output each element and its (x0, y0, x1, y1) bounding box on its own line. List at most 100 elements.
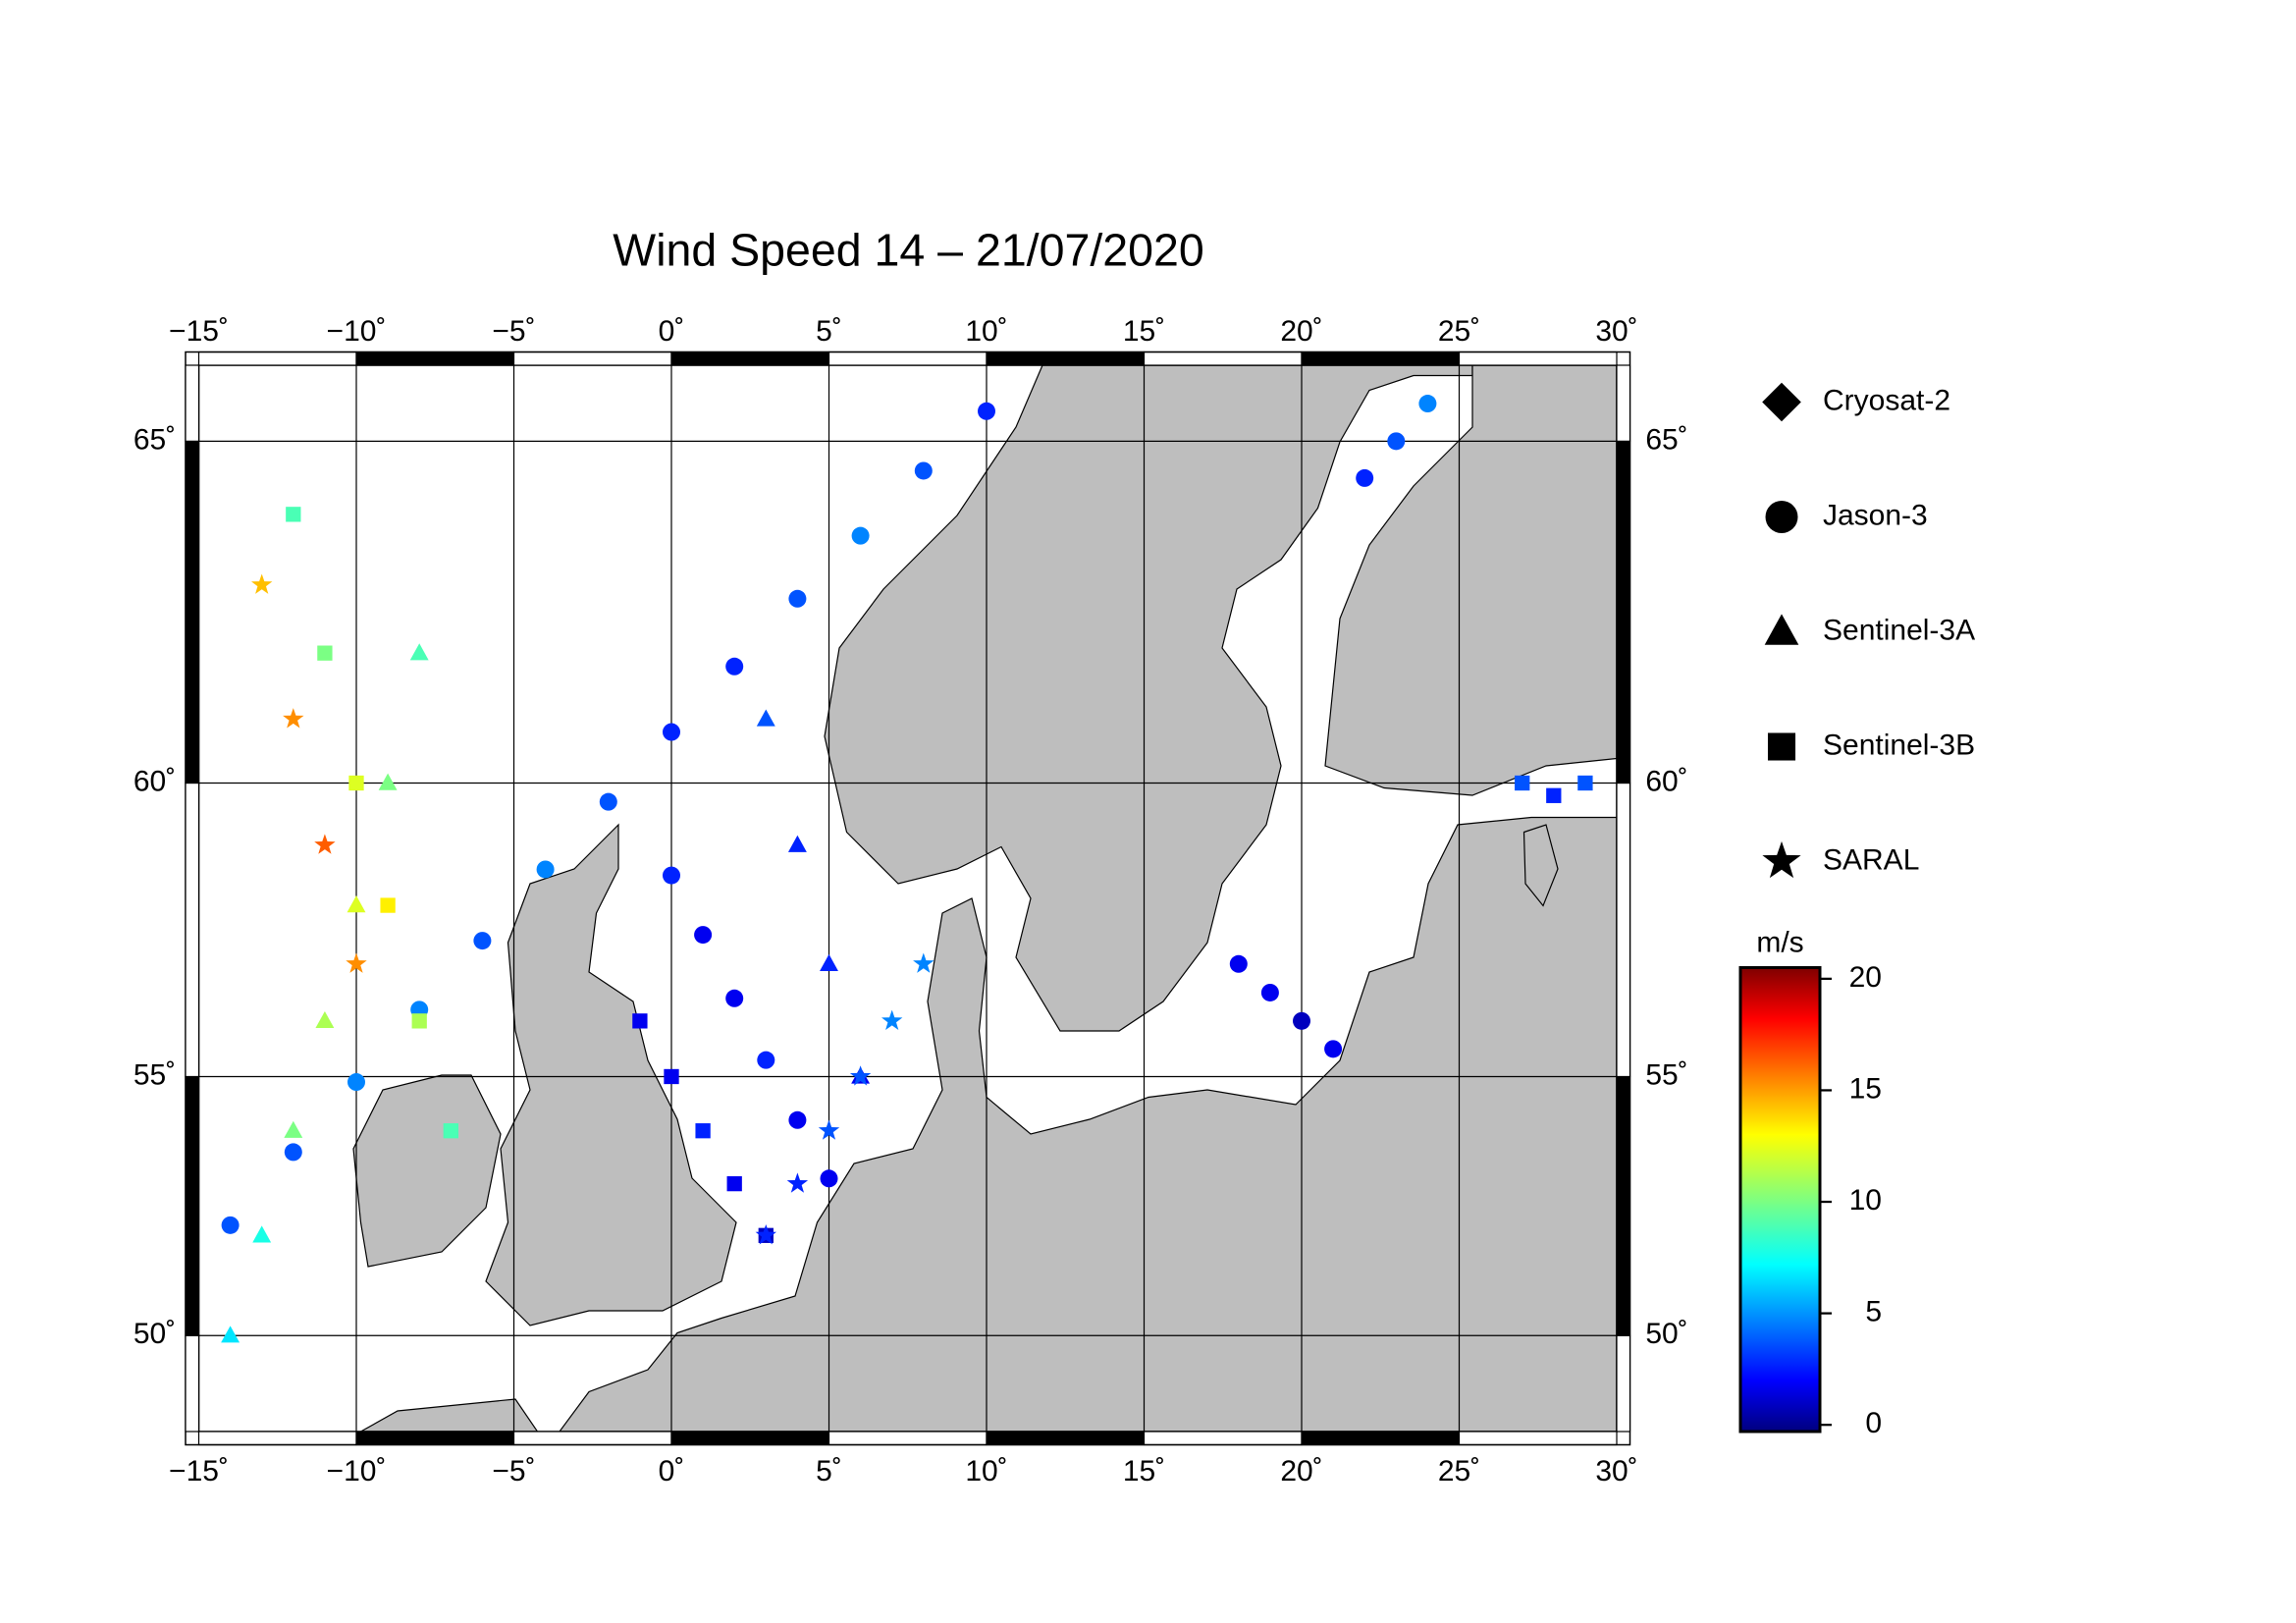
marker-triangle (284, 1120, 303, 1138)
y-tick-label: 65˚ (133, 423, 176, 456)
marker-triangle (378, 773, 398, 790)
data-points (221, 395, 1593, 1343)
marker-circle (851, 526, 870, 545)
map-title: Wind Speed 14 – 21/07/2020 (613, 224, 1203, 275)
colorbar-label: m/s (1756, 926, 1803, 958)
y-tick-label: 60˚ (1645, 765, 1687, 797)
marker-square (1767, 732, 1796, 761)
frame-band (670, 1431, 830, 1446)
colorbar-tick-label: 10 (1849, 1184, 1882, 1217)
marker-triangle (315, 1010, 335, 1029)
frame-band (1458, 1431, 1618, 1446)
marker-star (283, 708, 304, 729)
x-tick-label: −5˚ (492, 315, 535, 348)
marker-circle (757, 1051, 775, 1069)
marker-circle (788, 589, 807, 608)
frame-band (512, 1431, 672, 1446)
frame-band (828, 1431, 988, 1446)
marker-circle (1260, 983, 1279, 1001)
frame-band (185, 440, 200, 784)
frame-band (1143, 1431, 1303, 1446)
marker-triangle (1764, 614, 1799, 645)
x-tick-label: 25˚ (1438, 315, 1480, 348)
marker-triangle (787, 835, 807, 852)
marker-circle (725, 657, 744, 676)
x-tick-label: −5˚ (492, 1455, 535, 1488)
x-tick-label: 5˚ (816, 1455, 842, 1488)
x-tick-label: −10˚ (327, 1455, 387, 1488)
marker-star (881, 1009, 903, 1030)
frame-band (1616, 440, 1631, 784)
marker-circle (536, 860, 555, 879)
x-tick-label: 20˚ (1280, 1455, 1322, 1488)
frame-band (1616, 782, 1631, 1078)
x-tick-label: 30˚ (1595, 1455, 1637, 1488)
marker-square (286, 507, 301, 522)
x-tick-label: 0˚ (659, 1455, 685, 1488)
y-tick-label: 50˚ (133, 1318, 176, 1350)
marker-circle (1324, 1040, 1343, 1058)
x-tick-label: −15˚ (169, 1455, 229, 1488)
colorbar-tick-label: 20 (1849, 961, 1882, 994)
marker-star (818, 1119, 840, 1140)
marker-triangle (347, 895, 366, 913)
frame-band (185, 782, 200, 1078)
marker-square (317, 645, 333, 661)
frame-band (986, 351, 1146, 366)
y-tick-label: 60˚ (133, 765, 176, 797)
land-continent (559, 816, 1618, 1432)
marker-square (632, 1013, 648, 1029)
frame-band (355, 1431, 515, 1446)
marker-circle (1765, 501, 1798, 533)
frame-band (185, 1075, 200, 1336)
x-tick-label: 15˚ (1123, 315, 1165, 348)
marker-triangle (221, 1325, 240, 1343)
marker-circle (694, 926, 713, 945)
marker-square (664, 1068, 679, 1085)
land-finland (1324, 365, 1618, 796)
marker-square (348, 775, 364, 791)
map-frame (185, 351, 1631, 1446)
frame-band (1143, 351, 1303, 366)
colorbar: m/s 0 5 10 15 20 (1738, 926, 1882, 1439)
legend-label: SARAL (1823, 843, 1919, 876)
grid (198, 365, 1618, 1432)
y-tick-label: 65˚ (1645, 423, 1687, 456)
frame-band (1616, 1075, 1631, 1336)
marker-star (346, 952, 367, 973)
axis-labels: −15˚ −15˚ −10˚ −10˚ −5˚ −5˚ 0˚ 0˚ 5˚ 5˚ 10˚ 10˚ 15˚ 1… (133, 315, 1688, 1488)
marker-circle (914, 461, 933, 480)
legend-label: Sentinel-3B (1823, 729, 1975, 761)
marker-triangle (756, 709, 775, 727)
colorbar-tick-label: 15 (1849, 1072, 1882, 1105)
marker-star (1762, 840, 1801, 879)
marker-circle (1418, 395, 1437, 413)
x-tick-label: 20˚ (1280, 315, 1322, 348)
legend-label: Jason-3 (1823, 499, 1928, 531)
y-tick-label: 55˚ (1645, 1058, 1687, 1091)
frame-band (197, 1431, 357, 1446)
marker-star (786, 1172, 809, 1193)
map-area (198, 365, 1618, 1432)
frame-band (1616, 1334, 1631, 1433)
frame-band (670, 351, 830, 366)
marker-circle (1387, 432, 1406, 451)
frame-band (512, 351, 672, 366)
marker-square (1515, 775, 1530, 791)
x-tick-label: 15˚ (1123, 1455, 1165, 1488)
marker-circle (788, 1110, 807, 1129)
x-tick-label: 10˚ (965, 1455, 1007, 1488)
marker-circle (725, 989, 744, 1007)
marker-square (443, 1123, 458, 1139)
x-tick-label: 30˚ (1595, 315, 1637, 348)
frame-band (185, 1334, 200, 1433)
marker-triangle (409, 643, 429, 661)
y-tick-label: 55˚ (133, 1058, 176, 1091)
marker-circle (284, 1143, 302, 1162)
marker-square (726, 1175, 742, 1192)
marker-square (1577, 775, 1593, 791)
marker-star (913, 952, 934, 973)
marker-circle (599, 792, 617, 811)
marker-circle (663, 866, 681, 885)
